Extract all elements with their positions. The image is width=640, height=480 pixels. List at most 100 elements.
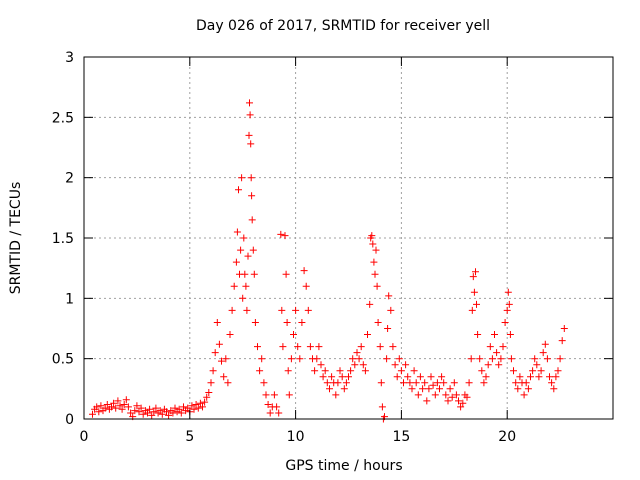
data-point [357, 343, 365, 351]
data-point [284, 367, 292, 375]
data-point [175, 405, 183, 413]
data-point [505, 300, 513, 308]
data-point [282, 270, 290, 278]
data-point [304, 306, 312, 314]
data-point [124, 403, 132, 411]
data-point [372, 246, 380, 254]
data-point [188, 402, 196, 410]
data-point [205, 389, 213, 396]
y-tick-label: 0 [65, 412, 74, 428]
data-point [383, 355, 391, 363]
data-point [311, 367, 319, 375]
data-point [237, 246, 245, 254]
data-point [522, 379, 530, 387]
data-point [233, 228, 241, 236]
data-point [347, 367, 355, 375]
data-point [218, 357, 225, 365]
data-point [539, 349, 547, 357]
data-point [131, 407, 139, 415]
data-point [242, 282, 250, 290]
data-point [243, 306, 251, 314]
data-point [278, 306, 286, 314]
data-point [254, 343, 261, 351]
data-point [248, 192, 256, 200]
data-point [277, 230, 285, 238]
data-point [537, 367, 545, 375]
data-point [222, 355, 230, 363]
y-axis-label: SRMTID / TECUs [8, 182, 24, 295]
data-point [203, 393, 211, 401]
data-point [560, 325, 568, 332]
data-point [440, 379, 448, 387]
data-point [146, 405, 154, 413]
data-point [135, 408, 143, 416]
data-point [533, 361, 541, 369]
data-point [446, 385, 454, 393]
data-point [361, 367, 369, 375]
data-point [482, 373, 490, 381]
data-point [120, 401, 128, 408]
data-point [180, 403, 187, 411]
data-point [433, 379, 441, 387]
data-point [116, 402, 124, 410]
data-point [103, 401, 111, 408]
data-point [256, 367, 264, 375]
data-point [457, 403, 465, 411]
x-tick-label: 15 [392, 429, 410, 445]
data-point [249, 246, 257, 254]
data-point [97, 402, 105, 410]
data-point [495, 361, 503, 369]
data-point [250, 270, 258, 278]
data-point [287, 355, 295, 363]
data-point [400, 379, 407, 387]
data-point [296, 355, 304, 363]
data-point [266, 409, 274, 417]
data-point [270, 391, 278, 399]
data-point [393, 373, 401, 381]
data-point [486, 343, 494, 351]
data-point [171, 404, 179, 412]
data-point [404, 373, 412, 381]
data-point [419, 385, 427, 393]
y-tick-label: 3 [65, 50, 74, 66]
data-point [192, 401, 200, 408]
data-point [240, 234, 248, 242]
data-point [190, 405, 198, 413]
data-point [366, 300, 374, 308]
data-point [184, 404, 192, 412]
data-point [211, 349, 219, 357]
data-point [349, 355, 357, 363]
data-point [275, 409, 283, 417]
data-point [137, 404, 145, 412]
data-point [235, 186, 242, 194]
data-point [431, 391, 439, 399]
data-point [387, 306, 395, 314]
data-point [139, 410, 147, 418]
data-point [506, 331, 514, 338]
data-point [546, 373, 553, 381]
data-point [408, 385, 416, 393]
data-point [199, 403, 206, 411]
data-point [264, 401, 272, 408]
data-point [95, 408, 103, 416]
data-point [306, 343, 314, 351]
data-point [283, 319, 291, 326]
data-point [118, 405, 126, 413]
data-point [150, 408, 158, 416]
data-point [507, 355, 515, 363]
data-point [342, 379, 350, 387]
data-point [371, 270, 379, 278]
data-point [465, 379, 473, 387]
data-point [474, 331, 482, 338]
data-point [377, 379, 385, 387]
data-point [476, 355, 484, 363]
data-point [194, 404, 202, 412]
data-points [89, 99, 568, 423]
data-point [493, 349, 501, 357]
data-point [369, 240, 377, 248]
data-point [245, 131, 253, 139]
data-point [558, 337, 566, 345]
data-point [384, 325, 392, 332]
data-point [512, 379, 520, 387]
data-point [177, 409, 185, 417]
